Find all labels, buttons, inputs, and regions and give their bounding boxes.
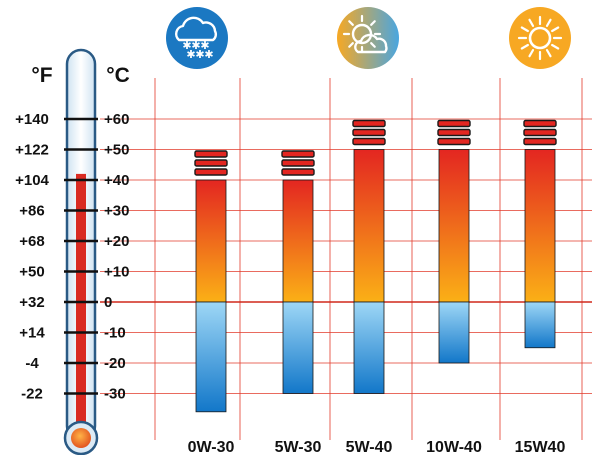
bar-cold	[438, 301, 470, 364]
axis-ticks: +140 +60+122 +50+104 +40+86 +30+68 +20+50 +10+…	[15, 111, 129, 403]
bar-warm	[438, 149, 470, 303]
tick-label-celsius: +30	[104, 203, 129, 220]
y-unit-celsius: °C	[106, 64, 130, 87]
weather-icons: ✱ ✱ ✱✱ ✱ ✱	[166, 7, 571, 69]
svg-text:✱: ✱	[186, 48, 195, 61]
sun-cloud-icon	[337, 7, 399, 69]
tick-label-fahrenheit: +104	[15, 172, 49, 189]
bar-cap	[437, 119, 471, 128]
bar-cap	[194, 168, 228, 176]
bar-cap	[523, 137, 557, 146]
svg-text:✱: ✱	[182, 39, 191, 52]
bar-cap	[281, 150, 315, 158]
svg-text:✱: ✱	[204, 48, 213, 61]
grid-lines	[100, 78, 592, 440]
svg-text:✱: ✱	[191, 39, 200, 52]
bar-warm	[524, 149, 556, 303]
tick-label-celsius: +50	[104, 142, 129, 159]
bar-cap	[352, 128, 386, 137]
tick-label-fahrenheit: -4	[25, 355, 39, 372]
category-label: 5W-40	[346, 439, 393, 455]
bar-cap	[194, 150, 228, 158]
category-label: 15W40	[515, 439, 566, 455]
category-label: 10W-40	[426, 439, 482, 455]
tick-label-fahrenheit: +32	[19, 294, 44, 311]
tick-label-celsius: -20	[104, 355, 126, 372]
tick-label-celsius: +60	[104, 111, 129, 128]
bar-cap	[523, 119, 557, 128]
thermometer-bulb-fill	[71, 428, 91, 448]
tick-label-celsius: +40	[104, 172, 129, 189]
bar-cap	[523, 128, 557, 137]
svg-text:✱: ✱	[195, 48, 204, 61]
category-label: 0W-30	[188, 439, 235, 455]
tick-label-celsius: +10	[104, 264, 129, 281]
sun-icon	[509, 7, 571, 69]
tick-label-fahrenheit: +50	[19, 264, 44, 281]
bar-cap	[437, 137, 471, 146]
tick-label-fahrenheit: +122	[15, 142, 49, 159]
tick-label-fahrenheit: -22	[21, 386, 43, 403]
tick-label-fahrenheit: +14	[19, 325, 45, 342]
bar-cap	[281, 159, 315, 167]
bar-warm	[195, 179, 227, 303]
y-unit-fahrenheit: °F	[31, 64, 52, 87]
bar-cap	[352, 119, 386, 128]
bar-cap	[352, 137, 386, 146]
svg-text:✱: ✱	[200, 39, 209, 52]
tick-label-fahrenheit: +86	[19, 203, 44, 220]
bar-cold	[195, 301, 227, 413]
bar-cold	[282, 301, 314, 394]
tick-label-fahrenheit: +68	[19, 233, 44, 250]
bar-cap	[281, 168, 315, 176]
bar-cold	[353, 301, 385, 394]
tick-label-celsius: -10	[104, 325, 126, 342]
tick-label-celsius: -30	[104, 386, 126, 403]
tick-label-fahrenheit: +140	[15, 111, 49, 128]
category-label: 5W-30	[275, 439, 322, 455]
tick-label-celsius: +20	[104, 233, 129, 250]
snow-cloud-icon: ✱ ✱ ✱✱ ✱ ✱	[166, 7, 228, 69]
tick-label-celsius: 0	[104, 294, 112, 311]
bar-cap	[437, 128, 471, 137]
bar-warm	[353, 149, 385, 303]
bar-cold	[524, 301, 556, 349]
bar-cap	[194, 159, 228, 167]
bar-warm	[282, 179, 314, 303]
bars: 0W-30 5W-30 5W-40 10W-40 15W40	[188, 119, 566, 455]
